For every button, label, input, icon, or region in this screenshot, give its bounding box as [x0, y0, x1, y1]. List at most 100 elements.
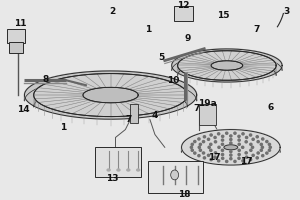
Ellipse shape: [230, 142, 232, 144]
Ellipse shape: [250, 149, 252, 151]
Text: 11: 11: [14, 19, 26, 28]
Ellipse shape: [252, 154, 254, 156]
Text: 5: 5: [159, 53, 165, 62]
Ellipse shape: [242, 160, 244, 162]
Ellipse shape: [198, 146, 200, 148]
Ellipse shape: [210, 134, 212, 136]
Ellipse shape: [238, 143, 240, 145]
Ellipse shape: [214, 156, 216, 158]
Text: 13: 13: [106, 174, 119, 183]
Ellipse shape: [127, 169, 130, 171]
Ellipse shape: [245, 136, 248, 139]
Ellipse shape: [268, 143, 271, 145]
Ellipse shape: [261, 146, 263, 148]
Polygon shape: [182, 130, 280, 152]
Polygon shape: [178, 51, 276, 75]
Ellipse shape: [262, 155, 264, 157]
Ellipse shape: [226, 132, 228, 134]
Ellipse shape: [198, 155, 200, 157]
FancyBboxPatch shape: [95, 147, 141, 177]
Ellipse shape: [221, 149, 224, 151]
Ellipse shape: [238, 135, 240, 137]
Ellipse shape: [194, 152, 196, 154]
Ellipse shape: [214, 136, 216, 139]
Polygon shape: [211, 61, 243, 70]
Text: 7: 7: [193, 104, 200, 113]
Ellipse shape: [218, 133, 220, 135]
Ellipse shape: [256, 157, 258, 159]
Ellipse shape: [230, 158, 232, 160]
Ellipse shape: [230, 138, 232, 141]
Ellipse shape: [226, 160, 228, 163]
Ellipse shape: [242, 133, 244, 135]
Ellipse shape: [230, 154, 232, 156]
Ellipse shape: [251, 146, 253, 148]
Ellipse shape: [191, 143, 194, 145]
Ellipse shape: [210, 143, 212, 145]
Ellipse shape: [269, 146, 272, 148]
Ellipse shape: [230, 135, 232, 137]
Text: 7: 7: [125, 115, 131, 124]
Ellipse shape: [262, 138, 264, 140]
Ellipse shape: [218, 160, 220, 162]
Ellipse shape: [190, 146, 193, 148]
Ellipse shape: [234, 160, 236, 163]
Ellipse shape: [238, 153, 240, 156]
Text: 12: 12: [177, 1, 190, 10]
Text: 18: 18: [178, 190, 191, 199]
Text: 4: 4: [152, 111, 158, 120]
FancyBboxPatch shape: [7, 29, 25, 43]
FancyBboxPatch shape: [8, 42, 23, 53]
Polygon shape: [24, 71, 197, 101]
Ellipse shape: [191, 149, 194, 151]
Ellipse shape: [257, 152, 259, 154]
Ellipse shape: [199, 143, 202, 145]
Polygon shape: [211, 61, 243, 70]
Ellipse shape: [221, 139, 224, 141]
Text: 14: 14: [17, 105, 30, 114]
Text: 7: 7: [253, 25, 260, 34]
Text: 10: 10: [167, 76, 180, 85]
Text: 1: 1: [60, 123, 66, 132]
Ellipse shape: [199, 149, 202, 151]
Ellipse shape: [256, 136, 258, 138]
Ellipse shape: [260, 149, 262, 151]
Ellipse shape: [268, 149, 271, 151]
FancyBboxPatch shape: [199, 104, 216, 125]
Ellipse shape: [249, 134, 252, 136]
Text: 17: 17: [208, 153, 220, 162]
Polygon shape: [172, 49, 282, 70]
Ellipse shape: [257, 141, 259, 143]
Polygon shape: [34, 74, 188, 117]
Ellipse shape: [210, 149, 212, 151]
Ellipse shape: [198, 138, 200, 140]
Ellipse shape: [221, 143, 224, 145]
Ellipse shape: [249, 159, 252, 161]
Ellipse shape: [107, 169, 110, 171]
Ellipse shape: [245, 156, 248, 158]
Ellipse shape: [117, 169, 120, 171]
Ellipse shape: [250, 143, 252, 145]
Ellipse shape: [214, 141, 217, 143]
Ellipse shape: [224, 145, 238, 150]
Ellipse shape: [207, 138, 210, 140]
Polygon shape: [178, 51, 276, 80]
Ellipse shape: [245, 141, 247, 143]
Ellipse shape: [203, 157, 206, 159]
FancyBboxPatch shape: [148, 161, 203, 193]
Ellipse shape: [221, 153, 224, 156]
Ellipse shape: [266, 140, 268, 143]
Ellipse shape: [245, 152, 247, 154]
Ellipse shape: [260, 143, 262, 145]
Text: 17: 17: [240, 157, 253, 166]
Polygon shape: [34, 74, 188, 107]
Text: 3: 3: [283, 7, 289, 16]
Ellipse shape: [238, 157, 240, 159]
Ellipse shape: [234, 132, 236, 134]
Ellipse shape: [218, 146, 220, 148]
FancyBboxPatch shape: [130, 104, 138, 123]
Ellipse shape: [214, 152, 217, 154]
Polygon shape: [178, 51, 276, 80]
Ellipse shape: [266, 152, 268, 154]
Polygon shape: [83, 87, 138, 103]
